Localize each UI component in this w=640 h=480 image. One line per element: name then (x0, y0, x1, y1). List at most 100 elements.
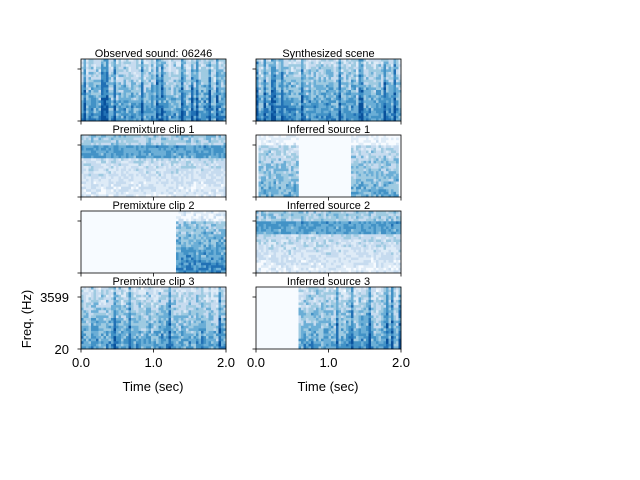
spectrogram-cell (331, 84, 334, 88)
spectrogram-cell (341, 90, 344, 93)
spectrogram-cell (128, 166, 132, 169)
spectrogram-cell (161, 100, 164, 104)
spectrogram-cell (356, 147, 359, 151)
spectrogram-cell (143, 118, 147, 122)
spectrogram-cell (141, 115, 144, 119)
spectrogram-cell (396, 92, 399, 96)
spectrogram-cell (368, 87, 372, 91)
spectrogram-cell (193, 90, 197, 93)
spectrogram-cell (191, 115, 194, 119)
spectrogram-cell (88, 191, 92, 195)
spectrogram-cell (333, 105, 337, 109)
spectrogram-cell (308, 61, 312, 65)
spectrogram-cell (128, 181, 132, 185)
spectrogram-cell (198, 69, 202, 73)
spectrogram-cell (128, 113, 132, 117)
spectrogram-cell (216, 142, 219, 146)
spectrogram-cell (186, 158, 189, 162)
spectrogram-cell (166, 64, 169, 68)
spectrogram-cell (176, 110, 179, 114)
spectrogram-cell (121, 176, 124, 180)
spectrogram-cell (263, 153, 267, 156)
spectrogram-cell (376, 82, 379, 86)
spectrogram-cell (208, 87, 212, 91)
spectrogram-cell (133, 173, 137, 177)
spectrogram-cell (81, 71, 84, 75)
spectrogram-cell (191, 153, 194, 156)
spectrogram-cell (221, 181, 224, 185)
spectrogram-cell (96, 150, 99, 154)
spectrogram-cell (88, 163, 92, 167)
spectrogram-cell (268, 82, 272, 86)
spectrogram-cell (123, 66, 127, 70)
spectrogram-cell (376, 77, 379, 80)
spectrogram-cell (351, 95, 354, 99)
spectrogram-cell (88, 140, 92, 144)
spectrogram-cell (386, 173, 389, 177)
spectrogram-cell (96, 147, 99, 151)
spectrogram-cell (361, 66, 364, 70)
spectrogram-cell (388, 79, 392, 83)
spectrogram-cell (318, 115, 322, 119)
spectrogram-cell (108, 140, 112, 144)
spectrogram-cell (281, 115, 284, 119)
spectrogram-cell (346, 59, 349, 62)
spectrogram-cell (208, 92, 212, 96)
spectrogram-cell (261, 87, 264, 91)
spectrogram-cell (383, 168, 387, 172)
spectrogram-cell (278, 87, 282, 91)
spectrogram-cell (336, 105, 339, 109)
spectrogram-cell (381, 110, 384, 114)
spectrogram-cell (106, 153, 109, 156)
spectrogram-cell (278, 71, 282, 75)
spectrogram-cell (101, 178, 104, 182)
spectrogram-cell (318, 77, 322, 80)
spectrogram-cell (286, 194, 289, 198)
spectrogram-cell (163, 137, 167, 141)
spectrogram-cell (168, 59, 172, 62)
spectrogram-cell (378, 155, 382, 159)
spectrogram-cell (113, 108, 117, 111)
spectrogram-cell (376, 59, 379, 62)
spectrogram-cell (378, 137, 382, 141)
spectrogram-cell (133, 181, 137, 185)
spectrogram-cell (398, 69, 402, 73)
spectrogram-cell (116, 181, 119, 185)
spectrogram-cell (133, 113, 137, 117)
spectrogram-cell (293, 61, 297, 65)
spectrogram-cell (166, 147, 169, 151)
spectrogram-cell (393, 87, 397, 91)
spectrogram-cell (153, 145, 157, 149)
spectrogram-cell (88, 158, 92, 162)
spectrogram-cell (346, 71, 349, 75)
spectrogram-cell (381, 176, 384, 180)
spectrogram-cell (141, 108, 144, 111)
spectrogram-cell (328, 71, 332, 75)
spectrogram-cell (153, 110, 157, 114)
spectrogram-cell (106, 113, 109, 117)
spectrogram-cell (266, 184, 269, 187)
spectrogram-cell (136, 158, 139, 162)
spectrogram-cell (186, 87, 189, 91)
spectrogram-cell (218, 181, 222, 185)
spectrogram-cell (131, 59, 134, 62)
spectrogram-cell (168, 108, 172, 111)
spectrogram-cell (206, 160, 209, 164)
spectrogram-cell (173, 61, 177, 65)
spectrogram-cell (266, 191, 269, 195)
spectrogram-cell (213, 108, 217, 111)
spectrogram-cell (141, 181, 144, 185)
spectrogram-cell (371, 150, 374, 154)
spectrogram-cell (141, 142, 144, 146)
spectrogram-cell (113, 163, 117, 167)
spectrogram-cell (211, 77, 214, 80)
spectrogram-cell (143, 189, 147, 193)
spectrogram-cell (261, 61, 264, 65)
spectrogram-cell (141, 61, 144, 65)
spectrogram-cell (118, 71, 122, 75)
spectrogram-cell (261, 92, 264, 96)
spectrogram-cell (171, 82, 174, 86)
spectrogram-cell (271, 113, 274, 117)
spectrogram-cell (273, 171, 277, 175)
spectrogram-cell (86, 118, 89, 122)
